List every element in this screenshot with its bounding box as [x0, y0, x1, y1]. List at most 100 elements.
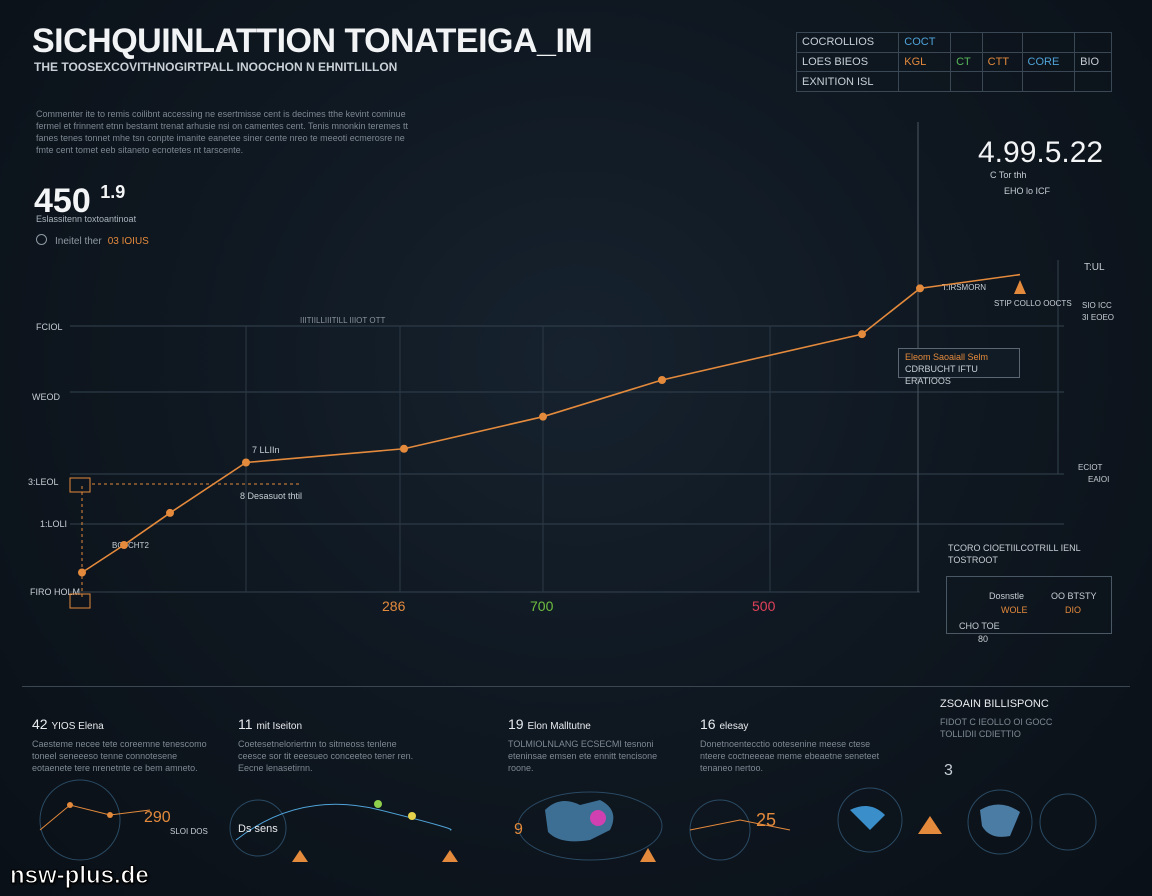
y-tick-label: FCIOL: [36, 322, 63, 332]
bottom-right-text: FIDOT C IEOLLO OI GOCC TOLLIDII CDIETTIO: [940, 717, 1053, 739]
data-point: [78, 568, 86, 577]
left-kpi-sub: Eslassitenn toxtoantinoat: [36, 214, 137, 224]
range-label: IIITIILLIIITILL IIIOT OTT: [300, 316, 385, 325]
legend-dot-icon: [36, 234, 47, 245]
side-panel-title: TCORO CIOETIILCOTRILL IENL TOSTROOT: [948, 543, 1081, 565]
table-cell: CORE: [1021, 51, 1076, 73]
chart-annotation: 8 Desasuot thtil: [240, 491, 302, 501]
series-line: [81, 273, 1021, 574]
mini-value: Ds sens: [238, 823, 278, 835]
bottom-right-number: 3: [944, 762, 953, 779]
bottom-section-heading: 42 YIOS Elena: [32, 716, 104, 732]
chart-annotation: STIP COLLO OOCTS: [994, 299, 1072, 308]
side-panel-foot1: CHO TOE: [959, 621, 1000, 631]
marker-box: [69, 593, 91, 609]
table-cell: [898, 71, 952, 92]
network-path: [235, 803, 452, 841]
bottom-section-text: Coetesetneloriertnn to sitmeoss tenlene …: [238, 739, 414, 773]
network-node: [107, 812, 113, 818]
left-kpi-number: 450: [34, 182, 91, 220]
page-subtitle: THE TOOSEXCOVITHNOGIRTPALL INOOCHON N EH…: [34, 60, 398, 74]
table-cell: [981, 71, 1023, 92]
y-tick-label: 1:LOLI: [40, 519, 67, 529]
left-kpi-legend-value: 03 IOIUS: [107, 236, 149, 247]
mini-network-2: Ds sens: [229, 799, 458, 862]
right-kpi-sub1: C Tor thh: [990, 170, 1027, 180]
map-highlight: [590, 810, 606, 826]
intro-text: Commenter ite to remis coilibnt accessin…: [36, 109, 409, 155]
chart-annotation: BOI CHT2: [112, 541, 149, 550]
bottom-section-text: Donetnoentecctio ootesenine meese ctese …: [700, 739, 880, 773]
bottom-section-label: YIOS Elena: [51, 721, 104, 732]
side-panel-col2-head: OO BTSTY: [1051, 591, 1097, 601]
mini-globes: [837, 787, 1097, 855]
left-kpi-suffix: 1.9: [100, 182, 126, 202]
x-tick-label: 500: [752, 598, 776, 614]
bottom-section-number: 16: [700, 716, 716, 732]
y-tick-label: WEOD: [32, 392, 60, 402]
globe-icon: [39, 779, 121, 861]
table-cell: BIO: [1074, 51, 1112, 73]
data-point: [120, 541, 128, 549]
network-path: [689, 819, 791, 831]
side-panel-col1-val: WOLE: [1001, 605, 1028, 615]
bottom-section-heading: 19 Elon Malltutne: [508, 716, 591, 732]
chart-annotation: 7 LLIIn: [252, 445, 280, 455]
triangle-icon: [640, 848, 656, 862]
mini-value: 25: [756, 810, 776, 830]
bottom-section-label: elesay: [719, 721, 749, 732]
data-point: [916, 284, 924, 293]
callout-line1: Eleom Saoaiall Selm: [905, 352, 989, 362]
y-tick-label: 3:LEOL: [28, 477, 59, 487]
globe-icon: [837, 787, 903, 853]
marker-box: [69, 477, 91, 493]
data-point: [242, 458, 250, 467]
series-layer: [78, 273, 1021, 577]
continent-shape: [850, 806, 885, 830]
table-cell: [1074, 71, 1112, 92]
right-kpi-sub2: EHO lo ICF: [1004, 186, 1051, 196]
data-point: [166, 508, 174, 517]
side-panel: Dosnstle OO BTSTY WOLE DIO CHO TOE: [946, 576, 1112, 634]
side-panel-foot2: 80: [978, 634, 989, 644]
data-point: [858, 330, 866, 339]
right-axis-label: ECIOT: [1078, 463, 1103, 472]
bottom-section-number: 42: [32, 716, 48, 732]
mini-world-map: 9: [514, 791, 663, 862]
globe-icon: [229, 799, 287, 857]
network-node: [374, 800, 382, 808]
bottom-section-heading: 16 elesay: [700, 716, 748, 732]
network-node: [408, 812, 416, 820]
left-kpi-legend-text: Ineitel ther: [55, 236, 102, 247]
globe-icon: [689, 799, 751, 861]
network-node: [67, 802, 73, 808]
triangle-icon: [918, 816, 942, 834]
mini-network-1: 290 SLOI DOS: [39, 779, 208, 861]
bottom-section-text: TOLMIOLNLANG ECSECMI tesnoni eteninsae e…: [508, 739, 658, 773]
mini-network-3: 25: [689, 799, 791, 861]
right-kpi-value: 4.99.5.22: [978, 136, 1104, 169]
y-tick-label: FIRO HOLM: [30, 587, 80, 597]
bottom-illustrations: 290 SLOI DOS Ds sens 9 25: [39, 779, 1097, 862]
network-path: [39, 804, 151, 831]
continent-shape: [980, 804, 1020, 837]
main-line-chart: IIITIILLIIITILL IIIOT OTT FCIOL WEOD 3:L…: [28, 122, 1114, 614]
bottom-section-label: mit Iseiton: [256, 721, 303, 732]
left-kpi-value: 450 1.9: [34, 182, 125, 221]
data-point: [400, 444, 408, 453]
side-panel-col2-val: DIO: [1065, 605, 1082, 615]
bottom-section-number: 19: [508, 716, 524, 732]
watermark: nsw-plus.de: [10, 862, 150, 890]
data-point: [539, 412, 547, 421]
x-tick-label: 286: [382, 598, 406, 614]
table-cell: CTT: [981, 51, 1023, 73]
chart-annotation: T:IRSMORN: [942, 283, 986, 292]
table-cell: EXNITION ISL: [795, 71, 900, 92]
chart-callout: Eleom Saoaiall Selm CDRBUCHT IFTU ERATIO…: [898, 348, 1020, 386]
triangle-icon: [292, 850, 308, 862]
bottom-section-text: Caesteme necee tete coreemne tenescomo t…: [32, 739, 207, 773]
x-tick-label: 700: [530, 598, 554, 614]
callout-line2: CDRBUCHT IFTU ERATIOOS: [905, 364, 978, 386]
table-cell: COCT: [898, 32, 952, 53]
globe-icon: [1039, 793, 1097, 851]
